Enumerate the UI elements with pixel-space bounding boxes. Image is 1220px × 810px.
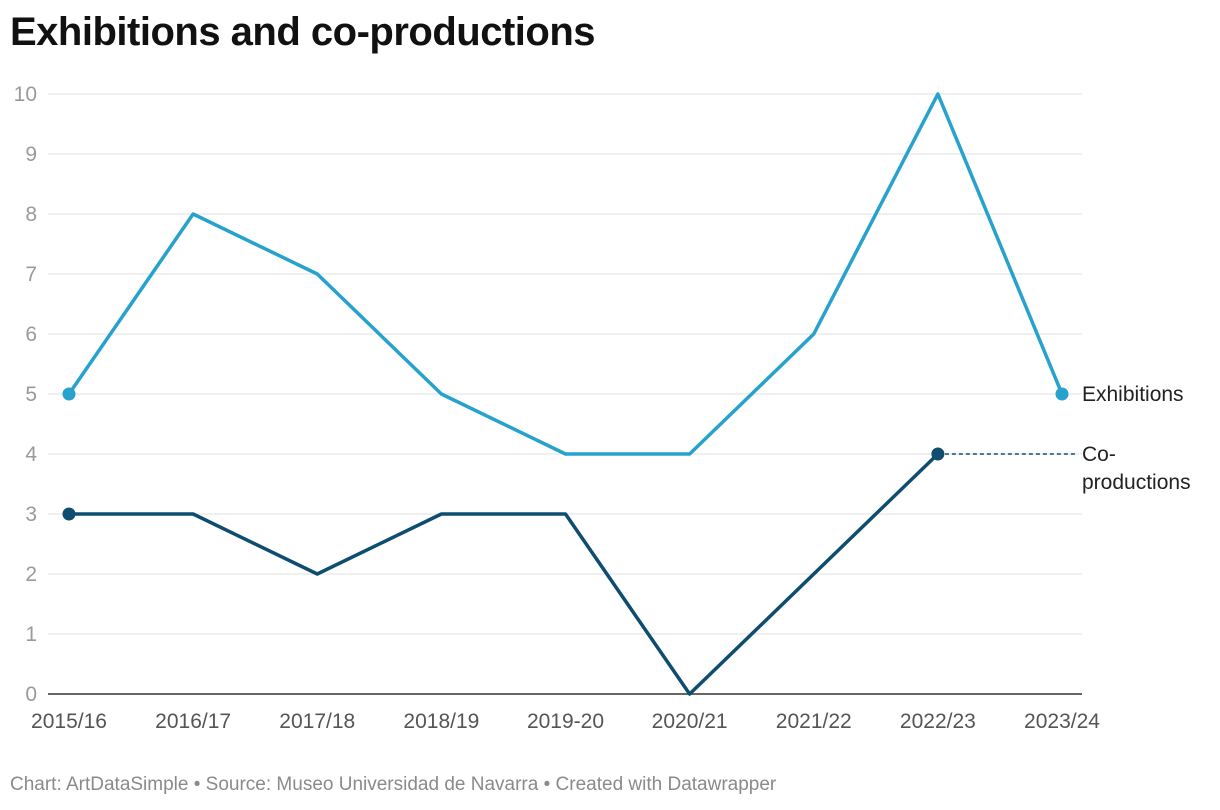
end-marker bbox=[931, 447, 945, 461]
end-marker bbox=[1055, 387, 1069, 401]
y-tick-label: 3 bbox=[25, 503, 37, 526]
x-axis-ticks: 2015/16 2016/17 2017/18 2018/19 2019-20 2020/… bbox=[31, 710, 1100, 733]
x-tick-label: 2022/23 bbox=[900, 710, 976, 733]
series-points bbox=[62, 387, 1069, 521]
chart-title: Exhibitions and co-productions bbox=[10, 10, 596, 54]
y-tick-label: 10 bbox=[14, 83, 37, 106]
x-tick-label: 2017/18 bbox=[279, 710, 355, 733]
start-marker bbox=[62, 387, 76, 401]
series-label: Co- bbox=[1082, 443, 1116, 466]
line-chart: 0 1 2 3 4 5 6 7 8 9 10 2015/16 2016/17 2017/18 2018/1… bbox=[14, 83, 1191, 733]
series-label: Exhibitions bbox=[1082, 383, 1184, 406]
y-tick-label: 9 bbox=[25, 143, 37, 166]
series-line-1 bbox=[69, 452, 940, 696]
series-lines bbox=[67, 92, 1064, 696]
series-label: productions bbox=[1082, 471, 1191, 494]
x-tick-label: 2018/19 bbox=[403, 710, 479, 733]
y-tick-label: 7 bbox=[25, 263, 37, 286]
start-marker bbox=[62, 507, 76, 521]
x-tick-label: 2023/24 bbox=[1024, 710, 1100, 733]
y-tick-label: 8 bbox=[25, 203, 37, 226]
y-tick-label: 0 bbox=[25, 683, 37, 706]
y-tick-label: 4 bbox=[25, 443, 37, 466]
x-tick-label: 2021/22 bbox=[776, 710, 852, 733]
x-tick-label: 2016/17 bbox=[155, 710, 231, 733]
y-tick-label: 5 bbox=[25, 383, 37, 406]
y-tick-label: 6 bbox=[25, 323, 37, 346]
chart-footer: Chart: ArtDataSimple • Source: Museo Uni… bbox=[10, 774, 777, 795]
y-axis-ticks: 0 1 2 3 4 5 6 7 8 9 10 bbox=[14, 83, 38, 706]
series-labels: Exhibitions Co-productions bbox=[944, 383, 1191, 494]
y-tick-label: 2 bbox=[25, 563, 37, 586]
series-line-0 bbox=[67, 92, 1064, 456]
x-tick-label: 2019-20 bbox=[527, 710, 604, 733]
x-tick-label: 2015/16 bbox=[31, 710, 107, 733]
gridlines bbox=[48, 93, 1082, 695]
y-tick-label: 1 bbox=[25, 623, 37, 646]
x-tick-label: 2020/21 bbox=[652, 710, 728, 733]
